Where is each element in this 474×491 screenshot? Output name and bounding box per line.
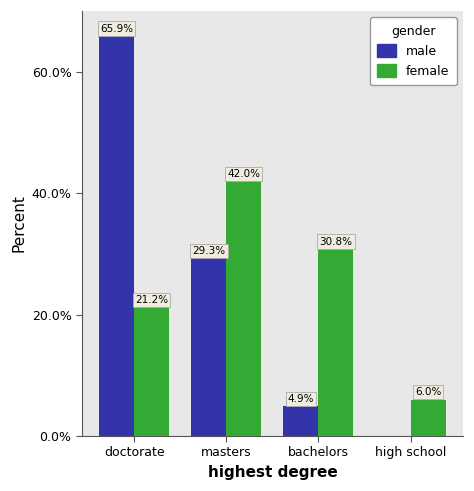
Bar — [134, 307, 169, 436]
Legend: male, female: male, female — [370, 17, 456, 85]
Text: 4.9%: 4.9% — [288, 394, 314, 404]
Text: 6.0%: 6.0% — [415, 387, 441, 397]
Bar — [283, 406, 319, 436]
Text: 42.0%: 42.0% — [228, 168, 260, 179]
Text: 21.2%: 21.2% — [135, 295, 168, 305]
Text: 29.3%: 29.3% — [192, 246, 226, 256]
X-axis label: highest degree: highest degree — [208, 465, 337, 480]
Bar — [99, 36, 134, 436]
Bar — [410, 400, 446, 436]
Bar — [319, 249, 354, 436]
Text: 65.9%: 65.9% — [100, 24, 133, 33]
Y-axis label: Percent: Percent — [11, 194, 26, 252]
Text: 30.8%: 30.8% — [319, 237, 353, 246]
Bar — [227, 181, 261, 436]
Bar — [191, 258, 227, 436]
